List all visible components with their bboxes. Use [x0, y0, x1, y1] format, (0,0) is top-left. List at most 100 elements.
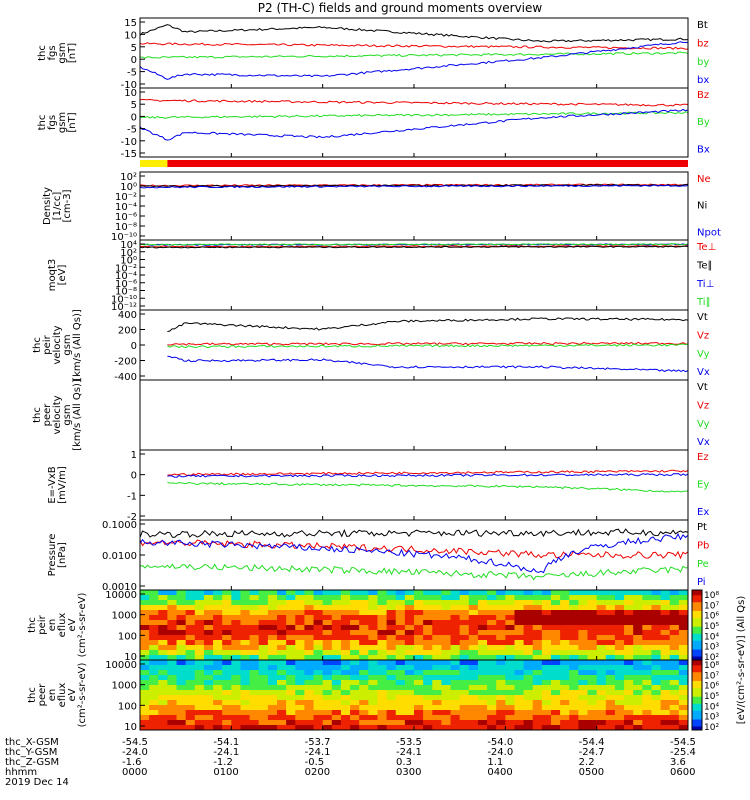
- spectrogram-cell: [386, 720, 397, 726]
- spectrogram-cell: [596, 645, 607, 651]
- orbit-label-value: 2.2: [579, 757, 595, 768]
- spectrogram-cell: [267, 685, 278, 691]
- spectrogram-cell: [532, 620, 543, 626]
- spectrogram-cell: [158, 675, 168, 681]
- spectrogram-cell: [359, 645, 369, 651]
- spectrogram-cell: [587, 630, 598, 636]
- spectrogram-cell: [295, 700, 305, 706]
- spectrogram-cell: [267, 590, 278, 596]
- spectrogram-cell: [304, 615, 315, 621]
- spectrogram-cell: [587, 610, 598, 616]
- spectrogram-cell: [213, 665, 223, 671]
- spectrogram-cell: [194, 595, 205, 601]
- colorbar-cell: [692, 653, 702, 656]
- spectrogram-cell: [140, 685, 150, 691]
- spectrogram-cell: [350, 695, 360, 701]
- spectrogram-cell: [340, 665, 351, 671]
- spectrogram-cell: [240, 605, 251, 611]
- spectrogram-cell: [386, 660, 397, 666]
- colorbar-cell: [692, 717, 702, 720]
- spectrogram-cell: [158, 600, 168, 606]
- spectrogram-cell: [350, 660, 360, 666]
- colorbar-cell: [692, 633, 702, 636]
- spectrogram-cell: [203, 715, 214, 721]
- spectrogram-cell: [605, 625, 616, 631]
- spectrogram-cell: [213, 625, 223, 631]
- spectrogram-cell: [523, 675, 534, 681]
- spectrogram-cell: [267, 605, 278, 611]
- spectrogram-cell: [651, 670, 662, 676]
- spectrogram-cell: [231, 725, 241, 731]
- spectrogram-cell: [569, 645, 579, 651]
- ylabel-line: moqt3: [47, 259, 58, 292]
- series-line-green: [139, 563, 689, 581]
- spectrogram-cell: [633, 720, 643, 726]
- ytick-label: 0.0100: [102, 551, 137, 562]
- spectrogram-cell: [569, 720, 579, 726]
- spectrogram-cell: [459, 610, 470, 616]
- spectrogram-cell: [249, 675, 260, 681]
- spectrogram-cell: [578, 590, 589, 596]
- spectrogram-cell: [496, 725, 506, 731]
- spectrogram-cell: [267, 625, 278, 631]
- spectrogram-cell: [423, 620, 433, 626]
- spectrogram-cell: [286, 630, 296, 636]
- spectrogram-cell: [441, 715, 452, 721]
- spectrogram-cell: [441, 665, 452, 671]
- spectrogram-cell: [496, 640, 506, 646]
- spectrogram-cell: [468, 685, 479, 691]
- spectrogram-cell: [432, 640, 442, 646]
- spectrogram-cell: [596, 695, 607, 701]
- spectrogram-cell: [624, 660, 634, 666]
- series-line-blue: [139, 184, 689, 189]
- spectrogram-cell: [432, 590, 442, 596]
- spectrogram-cell: [669, 605, 680, 611]
- spectrogram-cell: [267, 715, 278, 721]
- spectrogram-cell: [149, 660, 159, 666]
- spectrogram-cell: [140, 700, 150, 706]
- ylabel-line: thc: [37, 115, 48, 131]
- spectrogram-cell: [194, 685, 205, 691]
- spectrogram-cell: [213, 635, 223, 641]
- panel-frame: [139, 379, 689, 451]
- spectrogram-cell: [432, 685, 442, 691]
- spectrogram-cell: [158, 695, 168, 701]
- ylabel-line: Pressure: [47, 534, 58, 577]
- spectrogram-cell: [624, 685, 634, 691]
- spectrogram-cell: [505, 700, 515, 706]
- spectrogram-cell: [596, 675, 607, 681]
- spectrogram-cell: [203, 610, 214, 616]
- spectrogram-cell: [313, 625, 324, 631]
- spectrogram-cell: [340, 600, 351, 606]
- spectrogram-cell: [295, 665, 305, 671]
- spectrogram-cell: [395, 595, 406, 601]
- spectrogram-cell: [551, 700, 561, 706]
- spectrogram-cell: [423, 710, 433, 716]
- spectrogram-cell: [304, 630, 315, 636]
- spectrogram-cell: [605, 670, 616, 676]
- spectrogram-cell: [231, 630, 241, 636]
- spectrogram-cell: [286, 605, 296, 611]
- legend-blue: Npot: [697, 227, 721, 238]
- ylabel-line: thc: [27, 617, 38, 633]
- spectrogram-cell: [322, 630, 333, 636]
- panel-frame: [139, 519, 689, 591]
- spectrogram-cell: [249, 650, 260, 656]
- spectrogram-cell: [194, 660, 205, 666]
- spectrogram-cell: [532, 625, 543, 631]
- spectrogram-cell: [468, 660, 479, 666]
- spectrogram-cell: [569, 705, 579, 711]
- ytick-label: 10⁻⁸: [115, 222, 137, 233]
- spectrogram-cell: [377, 700, 388, 706]
- spectrogram-cell: [496, 635, 506, 641]
- spectrogram-cell: [386, 630, 397, 636]
- spectrogram-cell: [203, 680, 214, 686]
- legend-red: Vz: [697, 400, 709, 411]
- spectrogram-cell: [532, 710, 543, 716]
- colorbar-cell: [692, 668, 702, 671]
- spectrogram-cell: [450, 690, 461, 696]
- spectrogram-cell: [322, 690, 333, 696]
- spectrogram-cell: [313, 665, 324, 671]
- spectrogram-cell: [450, 685, 461, 691]
